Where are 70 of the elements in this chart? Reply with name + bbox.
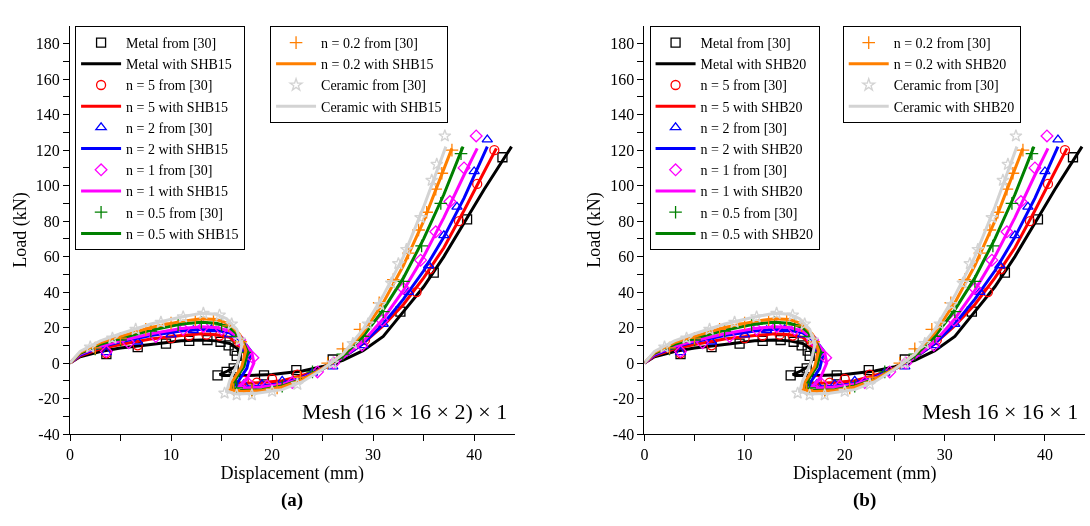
x-tick-label: 30 — [365, 446, 382, 464]
legend-label: Ceramic with SHB20 — [893, 99, 1015, 115]
y-axis-title: Load (kN) — [584, 192, 606, 268]
y-tick-label: 120 — [610, 141, 635, 159]
legend-label: Metal from [30] — [126, 36, 217, 52]
legend-label: n = 0.5 from [30] — [700, 205, 798, 221]
y-tick-label: 60 — [43, 248, 60, 266]
annotation: Mesh 16 × 16 × 1 — [922, 399, 1079, 424]
y-tick-label: 0 — [51, 354, 60, 372]
legend-label: n = 2 with SHB20 — [700, 142, 803, 158]
x-tick-label: 0 — [66, 446, 74, 464]
legend-label: n = 0.2 with SHB15 — [321, 57, 434, 73]
x-tick-label: 20 — [264, 446, 281, 464]
x-tick-label: 40 — [466, 446, 483, 464]
legend-label: Ceramic with SHB15 — [321, 99, 442, 115]
text: (b) — [853, 489, 877, 511]
y-tick-label: 40 — [43, 283, 60, 301]
legend-label: n = 1 with SHB15 — [126, 184, 229, 200]
x-axis-title: Displacement (mm) — [220, 463, 365, 485]
x-axis-title: Displacement (mm) — [793, 463, 937, 485]
legend-label: n = 0.5 from [30] — [126, 205, 224, 221]
legend-label: n = 5 with SHB15 — [126, 99, 229, 115]
legend-label: n = 0.2 from [30] — [893, 36, 991, 52]
legend-label: n = 5 from [30] — [126, 78, 213, 94]
x-tick-label: 30 — [936, 446, 953, 464]
y-tick-label: 160 — [610, 70, 635, 88]
y-axis-title: Load (kN) — [9, 192, 31, 268]
legend-label: Metal with SHB20 — [700, 57, 807, 73]
x-tick-label: 10 — [736, 446, 753, 464]
legend-label: n = 2 from [30] — [126, 120, 213, 136]
y-tick-label: 80 — [43, 212, 60, 230]
y-tick-label: -20 — [612, 390, 635, 408]
y-tick-label: 0 — [626, 354, 635, 372]
legend-label: n = 2 with SHB15 — [126, 142, 229, 158]
legend-label: Ceramic from [30] — [893, 78, 999, 94]
y-tick-label: 60 — [618, 248, 635, 266]
y-tick-label: 40 — [618, 283, 635, 301]
y-tick-label: 100 — [610, 177, 635, 195]
y-tick-label: 80 — [618, 212, 635, 230]
y-tick-label: 120 — [35, 141, 60, 159]
legend-label: n = 0.5 with SHB20 — [700, 226, 814, 242]
y-tick-label: 20 — [43, 319, 60, 337]
legend-label: n = 1 from [30] — [700, 163, 787, 179]
legend-label: n = 2 from [30] — [700, 120, 787, 136]
legend-label: n = 5 from [30] — [700, 78, 787, 94]
y-tick-label: -20 — [38, 390, 60, 408]
x-tick-label: 0 — [640, 446, 649, 464]
y-tick-label: -40 — [612, 425, 635, 443]
legend-label: n = 0.2 from [30] — [321, 36, 418, 52]
x-tick-label: 40 — [1036, 446, 1053, 464]
x-tick-label: 10 — [163, 446, 180, 464]
y-tick-label: 100 — [35, 177, 60, 195]
legend-label: Metal from [30] — [700, 36, 791, 52]
y-tick-label: 140 — [610, 106, 635, 124]
y-tick-label: 180 — [35, 35, 60, 53]
y-tick-label: 140 — [35, 106, 60, 124]
y-tick-label: 180 — [610, 35, 635, 53]
legend-label: n = 5 with SHB20 — [700, 99, 803, 115]
x-tick-label: 20 — [836, 446, 853, 464]
legend-label: n = 0.5 with SHB15 — [126, 226, 239, 242]
annotation: Mesh (16 × 16 × 2) × 1 — [302, 399, 508, 424]
y-tick-label: 20 — [618, 319, 635, 337]
legend-label: n = 1 with SHB20 — [700, 184, 803, 200]
legend-label: n = 1 from [30] — [126, 163, 213, 179]
legend-label: Metal with SHB15 — [126, 57, 232, 73]
text: (a) — [281, 489, 304, 511]
legend-label: Ceramic from [30] — [321, 78, 427, 94]
y-tick-label: -40 — [38, 425, 60, 443]
y-tick-label: 160 — [35, 70, 60, 88]
legend-label: n = 0.2 with SHB20 — [893, 57, 1007, 73]
